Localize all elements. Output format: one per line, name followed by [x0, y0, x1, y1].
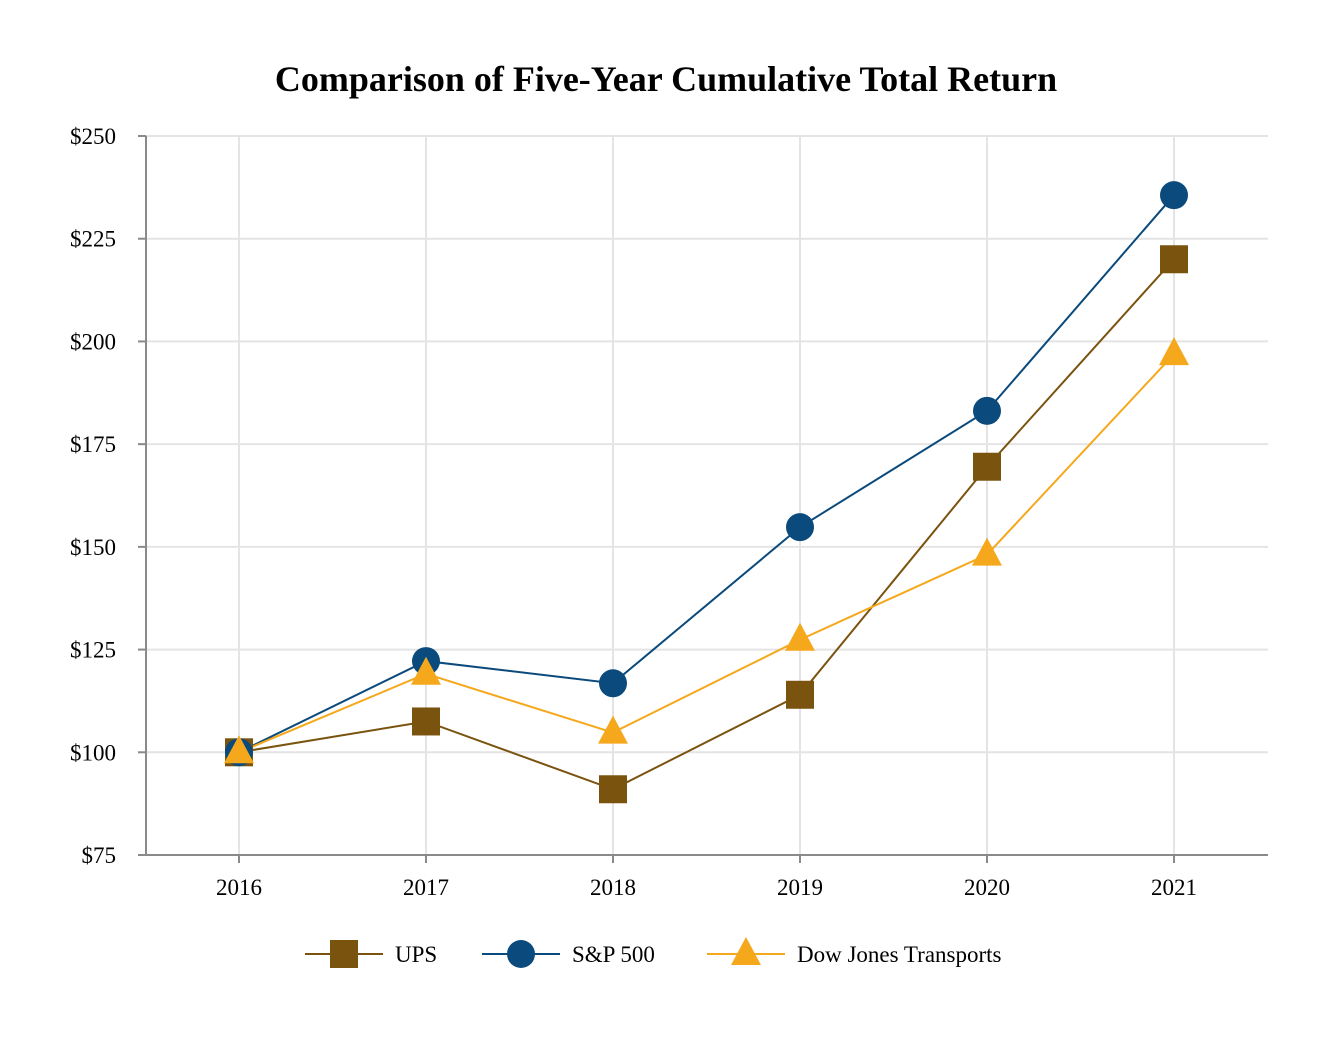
- data-point-ups: [1160, 245, 1188, 274]
- legend-label: Dow Jones Transports: [797, 942, 1002, 967]
- y-tick-label: $225: [70, 227, 116, 252]
- x-tick-label: 2017: [403, 875, 449, 900]
- x-tick-label: 2020: [964, 875, 1010, 900]
- legend-item-s-p-500: S&P 500: [482, 940, 655, 968]
- y-tick-label: $75: [82, 843, 117, 868]
- data-point-dow-jones-transports: [598, 715, 628, 744]
- y-tick-label: $200: [70, 329, 116, 354]
- x-tick-label: 2016: [216, 875, 262, 900]
- data-point-ups: [786, 680, 814, 709]
- y-tick-label: $175: [70, 432, 116, 457]
- data-point-dow-jones-transports: [785, 622, 815, 651]
- data-point-s-p-500: [973, 396, 1001, 425]
- data-point-ups: [973, 452, 1001, 481]
- data-point-s-p-500: [1160, 181, 1188, 210]
- y-tick-label: $100: [70, 740, 116, 765]
- legend-marker: [507, 940, 535, 968]
- chart-title: Comparison of Five-Year Cumulative Total…: [274, 59, 1058, 99]
- y-tick-label: $125: [70, 638, 116, 663]
- data-point-dow-jones-transports: [1159, 337, 1189, 366]
- series-line-s-p-500: [238, 194, 1175, 754]
- data-point-dow-jones-transports: [224, 735, 254, 764]
- data-point-ups: [599, 775, 627, 804]
- legend-marker: [330, 940, 358, 968]
- x-tick-label: 2019: [777, 875, 823, 900]
- data-point-dow-jones-transports: [972, 537, 1002, 566]
- legend-label: UPS: [395, 942, 437, 967]
- legend-marker: [731, 937, 761, 965]
- data-point-dow-jones-transports: [411, 656, 441, 685]
- legend-item-dow-jones-transports: Dow Jones Transports: [707, 937, 1002, 967]
- data-point-s-p-500: [599, 669, 627, 698]
- x-tick-label: 2021: [1151, 875, 1197, 900]
- data-point-s-p-500: [786, 513, 814, 542]
- legend-label: S&P 500: [572, 942, 655, 967]
- y-tick-label: $250: [70, 124, 116, 149]
- legend-item-ups: UPS: [305, 940, 437, 968]
- data-point-ups: [412, 707, 440, 736]
- series-line-ups: [238, 258, 1175, 791]
- x-tick-label: 2018: [590, 875, 636, 900]
- series-line-dow-jones-transports: [238, 353, 1175, 754]
- y-tick-label: $150: [70, 535, 116, 560]
